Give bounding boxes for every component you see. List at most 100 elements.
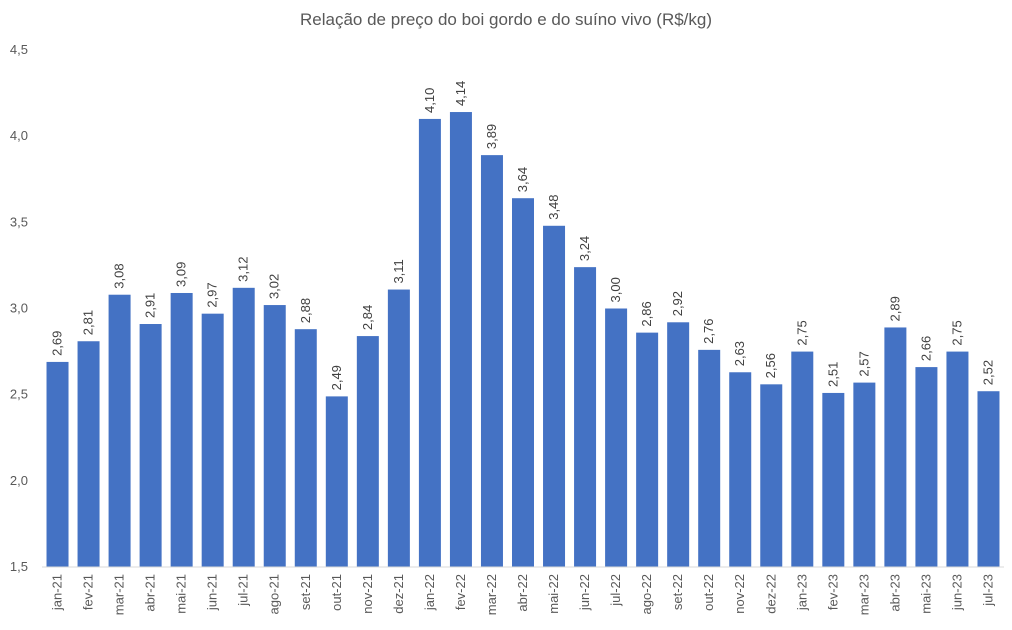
bar: [977, 391, 1000, 567]
x-tick-label: mar-22: [484, 574, 499, 615]
data-label: 3,00: [608, 277, 623, 302]
x-tick-label: set-21: [298, 574, 313, 610]
x-tick-label: ago-22: [639, 574, 654, 614]
data-label: 2,66: [918, 336, 933, 361]
bar: [791, 351, 814, 567]
x-tick-label: jan-21: [50, 574, 65, 611]
x-tick-label: mar-23: [856, 574, 871, 615]
bar: [108, 294, 131, 567]
x-tick-label: jul-23: [980, 574, 995, 607]
bar: [605, 308, 628, 567]
bar: [729, 372, 752, 567]
bar: [356, 336, 379, 567]
x-tick-label: mai-21: [174, 574, 189, 614]
data-label: 4,14: [453, 81, 468, 106]
bar: [387, 289, 410, 567]
bar: [667, 322, 690, 567]
data-label: 2,86: [639, 301, 654, 326]
data-labels-group: 2,69 2,81 3,08 2,91 3,09 2,97 3,12 3,02 2,88 2,49…: [50, 81, 996, 391]
x-tick-label: dez-21: [391, 574, 406, 614]
x-tick-label: nov-21: [360, 574, 375, 614]
data-label: 2,97: [205, 282, 220, 307]
data-label: 2,63: [732, 341, 747, 366]
data-label: 2,92: [670, 291, 685, 316]
x-tick-label: fev-22: [453, 574, 468, 610]
data-label: 2,52: [980, 360, 995, 385]
bar: [263, 305, 286, 567]
data-label: 3,09: [174, 262, 189, 287]
x-tick-label: nov-22: [732, 574, 747, 614]
x-tick-label: jun-21: [205, 574, 220, 611]
x-tick-label: jul-22: [608, 574, 623, 607]
x-tick-label: out-21: [329, 574, 344, 611]
x-tick-label: ago-21: [267, 574, 282, 614]
bar: [946, 351, 969, 567]
x-tick-label: fev-21: [81, 574, 96, 610]
data-label: 2,57: [856, 351, 871, 376]
data-label: 2,75: [949, 320, 964, 345]
data-label: 3,02: [267, 274, 282, 299]
bar: [201, 313, 224, 567]
data-label: 3,89: [484, 124, 499, 149]
x-tick-label: mai-22: [546, 574, 561, 614]
x-tick-label: jun-22: [577, 574, 592, 611]
data-label: 2,76: [701, 319, 716, 344]
bar: [512, 198, 534, 567]
x-tick-label: jan-22: [422, 574, 437, 611]
y-tick-label: 2,0: [10, 473, 28, 488]
bar: [884, 327, 907, 567]
bar: [294, 329, 317, 567]
x-tick-label: jun-23: [949, 574, 964, 611]
data-label: 4,10: [422, 88, 437, 113]
y-tick-label: 3,0: [10, 301, 28, 316]
data-label: 3,12: [236, 257, 251, 282]
bar: [232, 287, 255, 567]
data-label: 2,81: [81, 310, 96, 335]
y-tick-label: 4,5: [10, 42, 28, 57]
data-label: 3,11: [391, 259, 406, 283]
bar: [915, 367, 938, 567]
data-label: 2,69: [50, 331, 65, 356]
data-label: 3,48: [546, 194, 561, 219]
x-tick-label: out-22: [701, 574, 716, 611]
x-tick-label: set-22: [670, 574, 685, 610]
y-axis: 1,5 2,0 2,5 3,0 3,5 4,0 4,5: [10, 42, 28, 574]
x-tick-label: abr-23: [887, 574, 902, 612]
data-label: 2,89: [887, 296, 902, 321]
bars-group: [46, 112, 1000, 567]
x-tick-label: fev-23: [825, 574, 840, 610]
x-tick-label: abr-21: [143, 574, 158, 612]
bar: [325, 396, 348, 567]
data-label: 2,51: [825, 362, 840, 387]
data-label: 3,08: [112, 263, 127, 288]
y-tick-label: 3,5: [10, 214, 28, 229]
x-tick-label: dez-22: [763, 574, 778, 614]
x-tick-label: mai-23: [918, 574, 933, 614]
bar: [418, 118, 441, 567]
x-tick-label: abr-22: [515, 574, 530, 612]
data-label: 2,75: [794, 320, 809, 345]
data-label: 2,88: [298, 298, 313, 323]
bar: [170, 292, 193, 567]
data-label: 2,84: [360, 305, 375, 330]
x-tick-label: mar-21: [112, 574, 127, 615]
bar: [574, 267, 597, 567]
bar: [853, 382, 876, 567]
chart-title: Relação de preço do boi gordo e do suíno…: [299, 10, 713, 29]
bar: [543, 225, 566, 567]
y-tick-label: 1,5: [10, 559, 28, 574]
data-label: 2,91: [143, 293, 158, 318]
data-label: 2,56: [763, 353, 778, 378]
bar: [46, 361, 69, 567]
data-label: 3,64: [515, 167, 530, 192]
x-tick-label: jan-23: [794, 574, 809, 611]
data-label: 2,49: [329, 365, 344, 390]
bar: [822, 392, 845, 567]
y-tick-label: 2,5: [10, 387, 28, 402]
bar: [139, 324, 162, 567]
bar: [480, 155, 503, 567]
x-axis: jan-21 fev-21 mar-21 abr-21 mai-21 jun-21 jul-…: [42, 566, 1004, 615]
y-tick-label: 4,0: [10, 128, 28, 143]
bar: [77, 341, 100, 567]
